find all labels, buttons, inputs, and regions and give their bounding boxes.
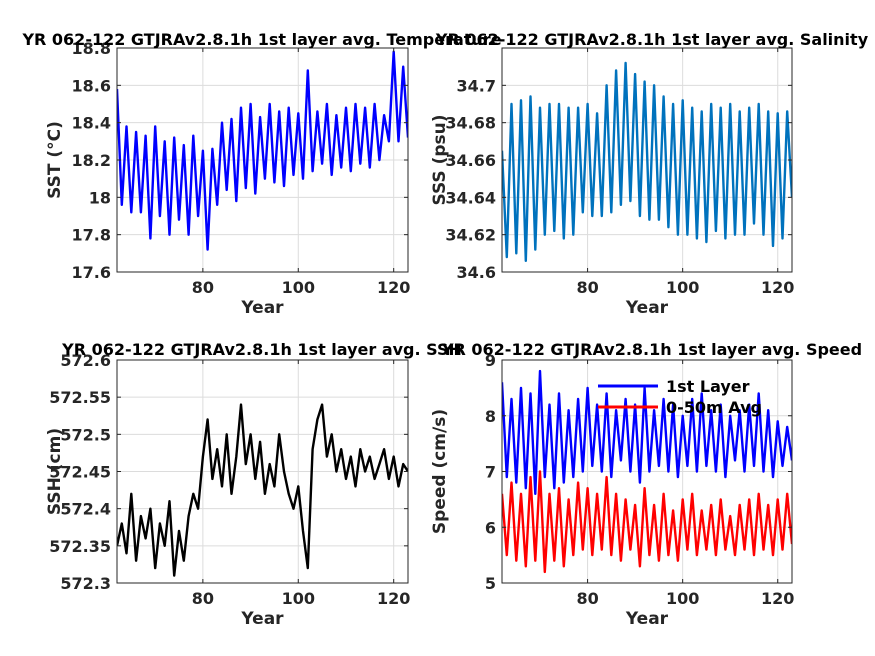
y-tick-label: 572.35 — [49, 537, 111, 556]
y-tick-label: 34.66 — [445, 151, 496, 170]
y-tick-label: 34.6 — [457, 263, 496, 282]
x-tick-label: 80 — [192, 589, 214, 608]
y-axis-label: SSS (psu) — [430, 114, 450, 205]
x-axis-label: Year — [240, 609, 284, 629]
x-axis-label: Year — [625, 298, 669, 318]
chart-title: YR 062-122 GTJRAv2.8.1h 1st layer avg. T… — [21, 30, 501, 49]
x-tick-label: 120 — [377, 278, 410, 297]
series-line-1 — [502, 61, 792, 262]
y-tick-label: 572.5 — [60, 425, 111, 444]
y-tick-label: 7 — [485, 463, 496, 482]
x-tick-label: 120 — [377, 589, 410, 608]
chart-title: YR 062-122 GTJRAv2.8.1h 1st layer avg. S… — [441, 340, 862, 359]
y-tick-label: 34.7 — [457, 76, 496, 95]
x-axis-label: Year — [240, 298, 284, 318]
x-tick-label: 120 — [761, 589, 794, 608]
y-tick-label: 8 — [485, 407, 496, 426]
y-tick-label: 17.8 — [72, 226, 111, 245]
x-axis-label: Year — [625, 609, 669, 629]
y-tick-label: 18.4 — [72, 114, 111, 133]
y-tick-label: 572.6 — [60, 351, 111, 370]
x-tick-label: 80 — [192, 278, 214, 297]
chart-panel-2: 80 100 120 34.6 34.62 34.64 34.66 34.68 34.7 Year… — [430, 30, 869, 318]
y-tick-label: 17.6 — [72, 263, 111, 282]
series-line-1 — [502, 369, 792, 495]
y-tick-label: 9 — [485, 351, 496, 370]
series-line-1 — [117, 403, 408, 577]
series-line-2 — [502, 470, 792, 574]
y-axis-label: Speed (cm/s) — [430, 409, 450, 534]
y-tick-label: 18.2 — [72, 151, 111, 170]
chart-panel-4: 80 100 120 5 6 7 8 9 Year Speed (cm/s) YR 062-122 … — [430, 340, 862, 629]
y-tick-label: 34.62 — [445, 226, 496, 245]
y-axis-label: SSH (cm) — [45, 428, 65, 515]
legend: 1st Layer 0-50m Avg — [598, 377, 762, 417]
y-tick-label: 572.4 — [60, 500, 111, 519]
y-tick-label: 34.68 — [445, 114, 496, 133]
x-tick-label: 80 — [576, 589, 598, 608]
y-tick-label: 18.6 — [72, 76, 111, 95]
chart-title: YR 062-122 GTJRAv2.8.1h 1st layer avg. S… — [435, 30, 869, 49]
x-tick-label: 100 — [282, 589, 315, 608]
x-tick-label: 100 — [666, 278, 699, 297]
y-tick-label: 572.45 — [49, 463, 111, 482]
y-axis-label: SST (°C) — [45, 121, 65, 199]
y-tick-label: 34.64 — [445, 188, 496, 207]
x-tick-label: 120 — [761, 278, 794, 297]
y-tick-label: 18.8 — [72, 39, 111, 58]
legend-label-1: 1st Layer — [666, 377, 750, 396]
x-tick-label: 80 — [576, 278, 598, 297]
y-tick-label: 572.3 — [60, 574, 111, 593]
y-tick-label: 5 — [485, 574, 496, 593]
chart-title: YR 062-122 GTJRAv2.8.1h 1st layer avg. S… — [61, 340, 462, 359]
y-tick-label: 18 — [89, 188, 111, 207]
chart-panel-1: 80 100 120 17.6 17.8 18 18.2 18.4 18.6 18.8 Year SS… — [21, 30, 501, 318]
legend-label-2: 0-50m Avg — [666, 398, 762, 417]
series-line-1 — [117, 50, 408, 251]
y-tick-label: 572.55 — [49, 388, 111, 407]
x-tick-label: 100 — [666, 589, 699, 608]
y-tick-label: 6 — [485, 518, 496, 537]
x-tick-label: 100 — [282, 278, 315, 297]
chart-panel-3: 80 100 120 572.3 572.35 572.4 572.45 572.5 572.5… — [45, 340, 462, 629]
